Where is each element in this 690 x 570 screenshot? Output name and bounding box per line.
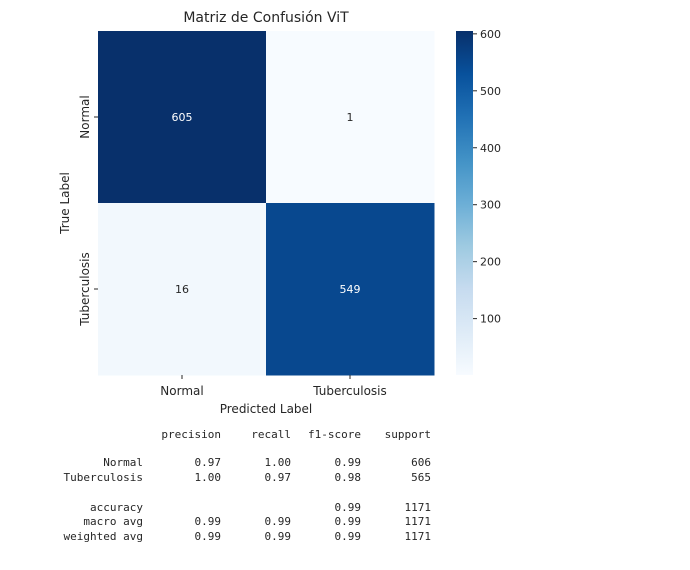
report-cell: 1171 bbox=[405, 530, 432, 543]
heatmap-cells bbox=[98, 31, 435, 376]
chart-title: Matriz de Confusión ViT bbox=[183, 10, 349, 26]
colorbar-tick-label: 400 bbox=[480, 142, 501, 155]
report-cell: 1171 bbox=[405, 501, 432, 514]
cell-value-label: 605 bbox=[172, 111, 193, 124]
report-row-label: weighted avg bbox=[64, 530, 143, 543]
report-cell: 0.97 bbox=[265, 471, 292, 484]
colorbar-tick-label: 600 bbox=[480, 28, 501, 41]
cell-value-label: 549 bbox=[340, 283, 361, 296]
colorbar-tick-label: 300 bbox=[480, 199, 501, 212]
cell-value-label: 1 bbox=[347, 111, 354, 124]
report-cell: 0.99 bbox=[265, 530, 292, 543]
x-axis-label: Predicted Label bbox=[220, 402, 313, 416]
report-row-label: accuracy bbox=[90, 501, 143, 514]
report-header: precision bbox=[161, 428, 221, 441]
report-cell: 606 bbox=[411, 456, 431, 469]
report-cell: 0.99 bbox=[195, 515, 222, 528]
heatmap-cell bbox=[266, 31, 435, 204]
report-cell: 0.99 bbox=[335, 456, 362, 469]
report-header: f1-score bbox=[308, 428, 361, 441]
y-axis-ticks: Normal Tuberculosis bbox=[78, 95, 98, 327]
report-cell: 0.97 bbox=[195, 456, 222, 469]
report-cell: 1.00 bbox=[195, 471, 222, 484]
report-cell: 0.99 bbox=[335, 515, 362, 528]
y-axis-label: True Label bbox=[58, 172, 72, 235]
report-cell: 1.00 bbox=[265, 456, 292, 469]
report-cell: 0.99 bbox=[335, 501, 362, 514]
report-row-label: Normal bbox=[103, 456, 143, 469]
y-tick-label: Tuberculosis bbox=[78, 252, 92, 327]
report-cell: 0.98 bbox=[335, 471, 362, 484]
colorbar-ticks: 100 200 300 400 500 600 bbox=[473, 28, 501, 326]
y-tick-label: Normal bbox=[78, 95, 92, 138]
report-header: support bbox=[385, 428, 431, 441]
colorbar-tick-label: 200 bbox=[480, 256, 501, 269]
x-axis-ticks: Normal Tuberculosis bbox=[160, 375, 387, 398]
report-cell: 1171 bbox=[405, 515, 432, 528]
cell-value-label: 16 bbox=[175, 283, 189, 296]
x-tick-label: Normal bbox=[160, 384, 203, 398]
heatmap-cell bbox=[98, 31, 267, 204]
report-cell: 565 bbox=[411, 471, 431, 484]
colorbar-tick-label: 100 bbox=[480, 313, 501, 326]
classification-report: precision recall f1-score support Normal 0.97… bbox=[64, 428, 431, 543]
report-row-label: macro avg bbox=[83, 515, 143, 528]
colorbar-tick-label: 500 bbox=[480, 85, 501, 98]
colorbar bbox=[456, 31, 473, 375]
report-header: recall bbox=[251, 428, 291, 441]
heatmap-cell bbox=[98, 203, 267, 376]
report-cell: 0.99 bbox=[195, 530, 222, 543]
report-cell: 0.99 bbox=[335, 530, 362, 543]
report-cell: 0.99 bbox=[265, 515, 292, 528]
heatmap-cell-labels: 605 1 16 549 bbox=[172, 111, 361, 296]
report-row-label: Tuberculosis bbox=[64, 471, 143, 484]
heatmap-cell bbox=[266, 203, 435, 376]
x-tick-label: Tuberculosis bbox=[312, 384, 387, 398]
